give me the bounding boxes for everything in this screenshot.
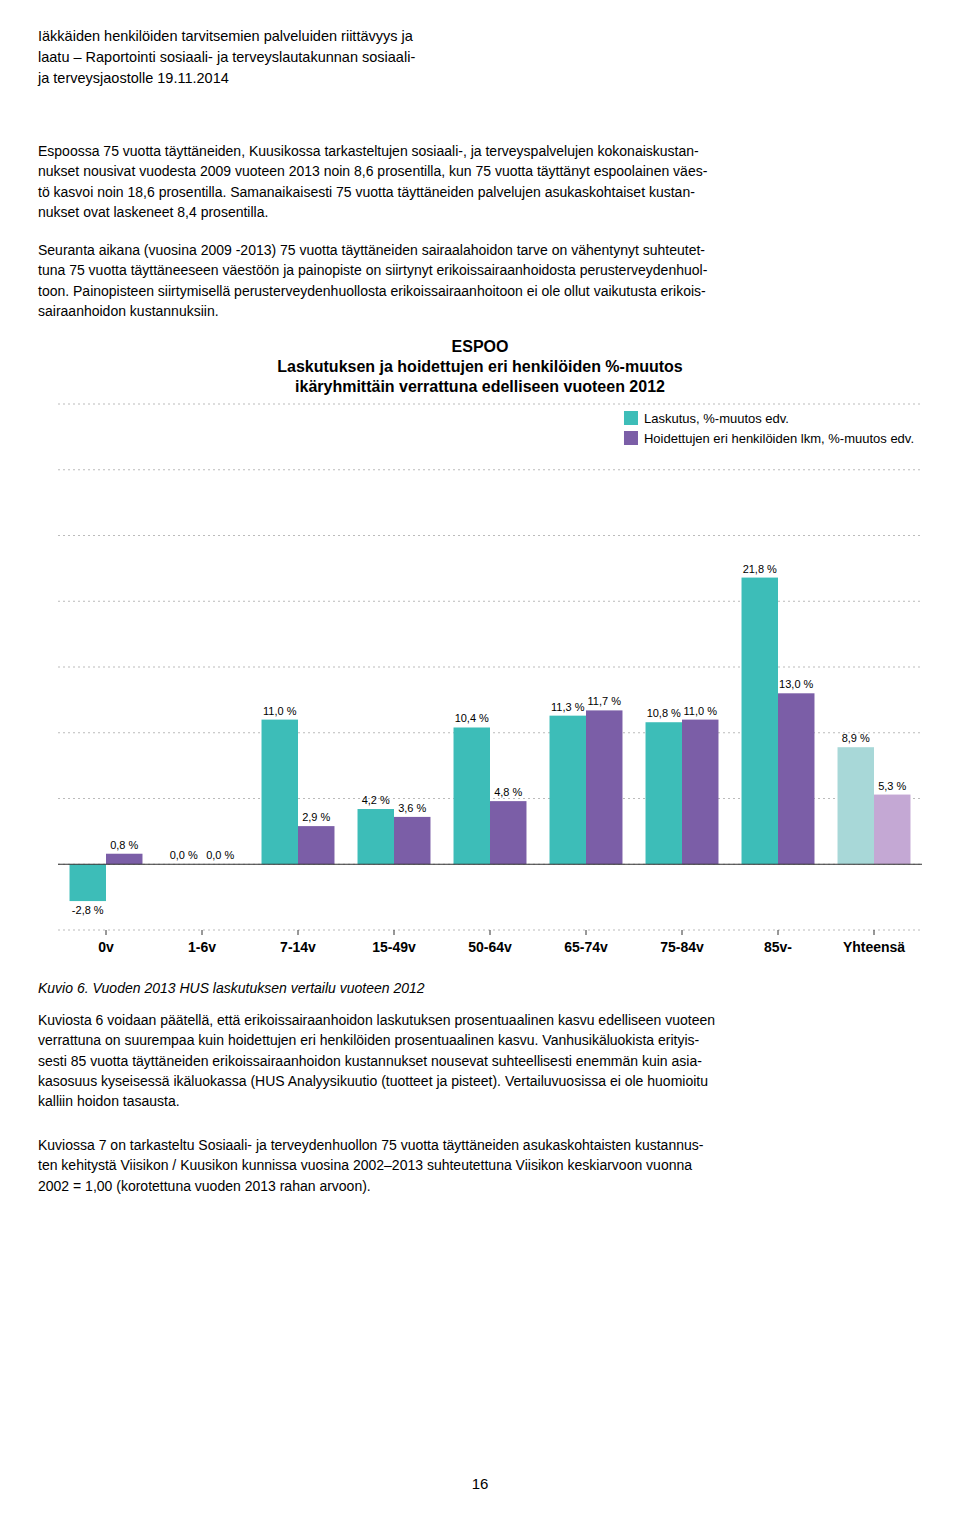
bar [70,864,106,901]
legend-swatch [624,431,638,445]
x-axis: 0v 1-6v 7-14v 15-49v 50-64v 65-74v 75-84v 85v- Y… [98,930,905,955]
bar [106,854,142,865]
legend-background [620,406,918,450]
data-label: 4,8 % [494,786,522,798]
x-tick-label: 75-84v [660,939,704,955]
title-line: ikäryhmittäin verrattuna edelliseen vuot… [295,378,665,395]
grid-line [58,469,922,470]
bar [262,720,298,865]
data-label: 0,0 % [170,849,198,861]
data-label: 21,8 % [743,563,777,575]
x-tick-label: 15-49v [372,939,416,955]
chart-title: ESPOO Laskutuksen ja hoidettujen eri henk… [277,338,682,395]
header-line: laatu – Raportointi sosiaali- ja terveys… [38,48,415,68]
data-label: 10,8 % [647,707,681,719]
x-tick-label: 85v- [764,939,792,955]
x-tick [394,930,395,935]
bar [586,710,622,864]
bar [358,809,394,864]
x-tick-label: 1-6v [188,939,216,955]
data-label: 13,0 % [779,678,813,690]
x-tick-label: 65-74v [564,939,608,955]
data-label: -2,8 % [72,904,104,916]
bar [838,747,874,864]
data-labels: -2,8 % 0,0 % 11,0 % 4,2 % 10,4 % 11,3 % 10,8 %… [72,563,907,916]
data-label: 8,9 % [842,732,870,744]
bar [394,817,430,864]
paragraph: Seuranta aikana (vuosina 2009 -2013) 75 … [38,240,707,321]
data-label: 11,0 % [684,705,718,717]
x-tick-label: Yhteensä [843,939,905,955]
x-tick [586,930,587,935]
data-label: 11,0 % [263,705,297,717]
legend-label: Hoidettujen eri henkilöiden lkm, %-muuto… [644,431,914,446]
x-tick [874,930,875,935]
chart: ESPOO Laskutuksen ja hoidettujen eri henk… [0,330,960,970]
data-label: 11,3 % [551,701,585,713]
x-tick [106,930,107,935]
bar [454,727,490,864]
paragraph: Espoossa 75 vuotta täyttäneiden, Kuusiko… [38,141,707,222]
grid [58,404,922,930]
bars [70,578,911,901]
x-tick [778,930,779,935]
data-label: 0,8 % [110,839,138,851]
data-label: 5,3 % [878,780,906,792]
data-label: 4,2 % [362,794,390,806]
legend-label: Laskutus, %-muutos edv. [644,411,789,426]
legend: Laskutus, %-muutos edv. Hoidettujen eri h… [620,406,918,450]
data-label: 10,4 % [455,712,489,724]
bar [646,722,682,864]
data-label: 2,9 % [302,811,330,823]
caption: Kuvio 6. Vuoden 2013 HUS laskutuksen ver… [38,978,425,998]
x-tick [298,930,299,935]
x-tick [490,930,491,935]
x-tick-label: 50-64v [468,939,512,955]
x-tick-label: 0v [98,939,114,955]
title-line: Laskutuksen ja hoidettujen eri henkilöid… [277,358,682,375]
bar [490,801,526,864]
grid-line [58,535,922,536]
bar [550,716,586,865]
header-line: Iäkkäiden henkilöiden tarvitsemien palve… [38,27,413,47]
header-line: ja terveysjaostolle 19.11.2014 [38,69,229,89]
page-number: 16 [0,1475,960,1492]
paragraph: Kuviossa 7 on tarkasteltu Sosiaali- ja t… [38,1135,703,1196]
x-tick-label: 7-14v [280,939,316,955]
grid-line [58,601,922,602]
data-label: 11,7 % [588,695,622,707]
title-line: ESPOO [452,338,509,355]
grid-line [58,667,922,668]
bar [778,693,814,864]
bar [742,578,778,865]
data-label: 3,6 % [398,802,426,814]
grid-line [58,404,922,405]
grid-line [58,864,922,865]
zero-line [58,864,922,865]
bar [682,720,718,865]
data-label: 0,0 % [206,849,234,861]
bar [298,826,334,864]
x-tick [682,930,683,935]
legend-swatch [624,411,638,425]
x-tick [202,930,203,935]
paragraph: Kuviosta 6 voidaan päätellä, että erikoi… [38,1010,715,1111]
bar [874,795,910,865]
